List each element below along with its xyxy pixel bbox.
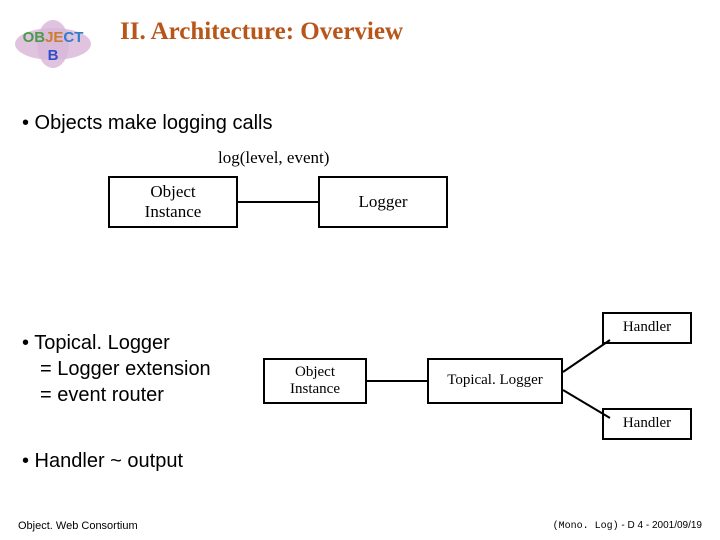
footer-right: (Mono. Log) - D 4 - 2001/09/19 xyxy=(553,520,702,532)
bullet-text: • Topical. Logger xyxy=(22,332,170,355)
top-object-instance: ObjectInstance xyxy=(108,176,238,228)
bullet-text: • Handler ~ output xyxy=(22,450,183,473)
bot-topical-logger: Topical. Logger xyxy=(427,358,563,404)
logo: OBJECT B xyxy=(8,18,98,75)
footer-mono: (Mono. Log) xyxy=(553,521,619,532)
bullet-text: = event router xyxy=(40,384,164,407)
bot-handler-top: Handler xyxy=(602,312,692,344)
call-label: log(level, event) xyxy=(218,148,329,168)
svg-text:OBJECT: OBJECT xyxy=(23,29,84,46)
top-logger: Logger xyxy=(318,176,448,228)
bot-object-instance: ObjectInstance xyxy=(263,358,367,404)
page-title: II. Architecture: Overview xyxy=(120,18,403,46)
bullet-text: = Logger extension xyxy=(40,358,211,381)
bot-handler-bot: Handler xyxy=(602,408,692,440)
bullet-text: • Objects make logging calls xyxy=(22,112,272,135)
footer-plain: - D 4 - 2001/09/19 xyxy=(619,520,702,531)
svg-text:B: B xyxy=(48,47,59,64)
footer-left: Object. Web Consortium xyxy=(18,520,138,532)
